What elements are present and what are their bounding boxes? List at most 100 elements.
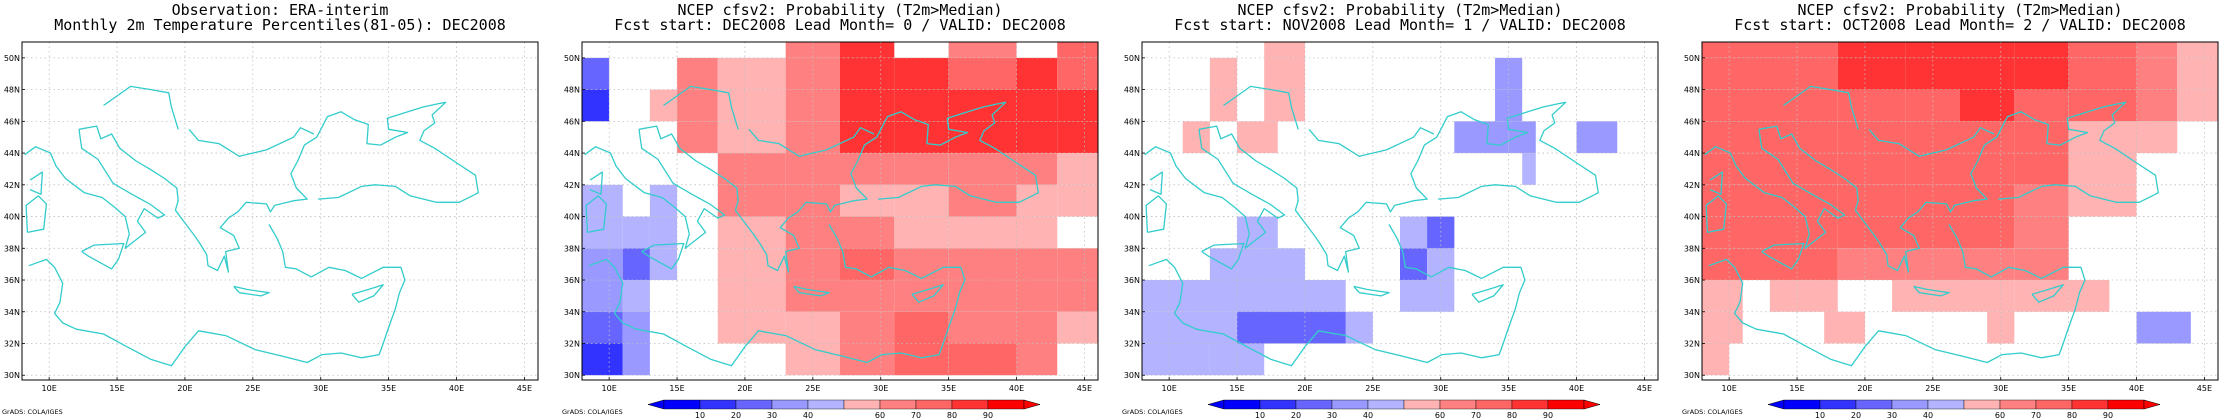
probability-cell bbox=[1264, 57, 1305, 90]
colorbar-label: 30 bbox=[1887, 411, 1897, 420]
lat-tick-label: 48N bbox=[1684, 86, 1700, 95]
probability-cell bbox=[1837, 248, 1906, 281]
probability-cell bbox=[1057, 311, 1098, 344]
probability-cell bbox=[2136, 89, 2178, 122]
probability-cell bbox=[1057, 121, 1098, 154]
probability-cell bbox=[1209, 57, 1238, 90]
probability-cell bbox=[1905, 248, 1960, 281]
coastline bbox=[1471, 284, 1504, 303]
colorbar-swatch bbox=[951, 399, 989, 410]
lon-tick-label: 25E bbox=[245, 384, 260, 393]
probability-cell bbox=[1960, 184, 2015, 217]
probability-cell bbox=[948, 343, 1017, 376]
probability-cell bbox=[717, 184, 786, 217]
lat-tick-label: 36N bbox=[1684, 276, 1700, 285]
probability-cell bbox=[1702, 184, 1838, 217]
coastline bbox=[1353, 285, 1390, 297]
colorbar-swatch bbox=[1403, 399, 1441, 410]
coastline bbox=[233, 285, 270, 297]
probability-cell bbox=[622, 311, 650, 344]
lat-tick-label: 42N bbox=[564, 181, 580, 190]
probability-cell bbox=[1057, 42, 1098, 58]
probability-cell bbox=[894, 153, 949, 185]
colorbar-swatch bbox=[2035, 399, 2073, 410]
probability-cell bbox=[622, 248, 650, 281]
coastline bbox=[588, 258, 816, 367]
probability-cell bbox=[1400, 280, 1455, 312]
probability-cell bbox=[948, 248, 1017, 281]
coastline bbox=[28, 258, 256, 367]
map-panel: NCEP cfsv2: Probability (T2m>Median)Fcst… bbox=[1122, 1, 1659, 420]
lat-tick-label: 50N bbox=[564, 54, 580, 63]
colorbar-swatch bbox=[1295, 399, 1333, 410]
probability-cell bbox=[1837, 57, 1906, 90]
probability-cell bbox=[1057, 248, 1098, 281]
grads-credit: GrADS: COLA/IGES bbox=[2, 408, 63, 416]
map-panel: NCEP cfsv2: Probability (T2m>Median)Fcst… bbox=[1682, 1, 2219, 420]
probability-cell bbox=[1892, 280, 1933, 312]
probability-cell bbox=[1209, 89, 1238, 122]
panel-title: NCEP cfsv2: Probability (T2m>Median) bbox=[677, 1, 1002, 19]
probability-cell bbox=[2014, 42, 2069, 58]
coastline bbox=[815, 224, 966, 364]
lat-tick-label: 34N bbox=[1124, 308, 1140, 317]
probability-cell bbox=[948, 280, 1017, 312]
colorbar-label: 90 bbox=[2103, 411, 2113, 420]
lon-tick-label: 30E bbox=[1433, 384, 1448, 393]
probability-cell bbox=[1142, 343, 1210, 376]
probability-cell bbox=[677, 89, 718, 122]
lon-tick-label: 20E bbox=[1297, 384, 1312, 393]
probability-cell bbox=[894, 216, 949, 249]
probability-cell bbox=[649, 216, 678, 249]
lat-tick-label: 42N bbox=[1684, 181, 1700, 190]
lat-tick-label: 30N bbox=[564, 371, 580, 380]
probability-cell bbox=[840, 280, 895, 312]
lon-tick-label: 10E bbox=[602, 384, 617, 393]
lon-tick-label: 10E bbox=[1162, 384, 1177, 393]
probability-cell bbox=[1400, 248, 1428, 281]
lat-tick-label: 34N bbox=[564, 308, 580, 317]
lon-tick-label: 35E bbox=[1501, 384, 1516, 393]
probability-cell bbox=[1016, 57, 1058, 90]
lat-tick-label: 30N bbox=[1124, 371, 1140, 380]
lat-tick-label: 38N bbox=[4, 244, 20, 253]
colorbar-swatch bbox=[1999, 399, 2037, 410]
probability-cell bbox=[1016, 280, 1058, 312]
lat-tick-label: 32N bbox=[1124, 340, 1140, 349]
probability-cell bbox=[1142, 280, 1346, 312]
lon-tick-label: 25E bbox=[805, 384, 820, 393]
lon-tick-label: 35E bbox=[2061, 384, 2076, 393]
probability-cell bbox=[1960, 280, 2015, 312]
probability-cell bbox=[1837, 89, 1906, 122]
probability-cell bbox=[1837, 153, 1906, 185]
colorbar-label: 40 bbox=[803, 411, 813, 420]
lat-tick-label: 38N bbox=[1684, 244, 1700, 253]
lon-tick-label: 15E bbox=[1789, 384, 1804, 393]
lat-tick-label: 30N bbox=[4, 371, 20, 380]
lat-tick-label: 30N bbox=[1684, 371, 1700, 380]
colorbar-label: 30 bbox=[1327, 411, 1337, 420]
colorbar-label: 80 bbox=[1507, 411, 1517, 420]
colorbar-swatch bbox=[663, 399, 701, 410]
lat-tick-label: 36N bbox=[4, 276, 20, 285]
probability-cell bbox=[2068, 42, 2137, 58]
probability-cell bbox=[1057, 280, 1098, 312]
coastline bbox=[24, 129, 166, 249]
lon-tick-label: 25E bbox=[1365, 384, 1380, 393]
coastline bbox=[1201, 242, 1245, 270]
colorbar-label: 10 bbox=[1815, 411, 1825, 420]
coastline bbox=[1708, 258, 1936, 367]
probability-cell bbox=[840, 121, 895, 154]
coastline bbox=[1308, 127, 1435, 157]
colorbar-swatch bbox=[699, 399, 737, 410]
lon-tick-label: 35E bbox=[941, 384, 956, 393]
lon-tick-label: 15E bbox=[109, 384, 124, 393]
colorbar-arrow-right bbox=[2143, 399, 2161, 410]
probability-cell bbox=[2068, 121, 2137, 154]
colorbar-label: 60 bbox=[875, 411, 885, 420]
probability-cell bbox=[894, 57, 949, 90]
probability-cell bbox=[894, 280, 949, 312]
coastline bbox=[585, 195, 608, 234]
